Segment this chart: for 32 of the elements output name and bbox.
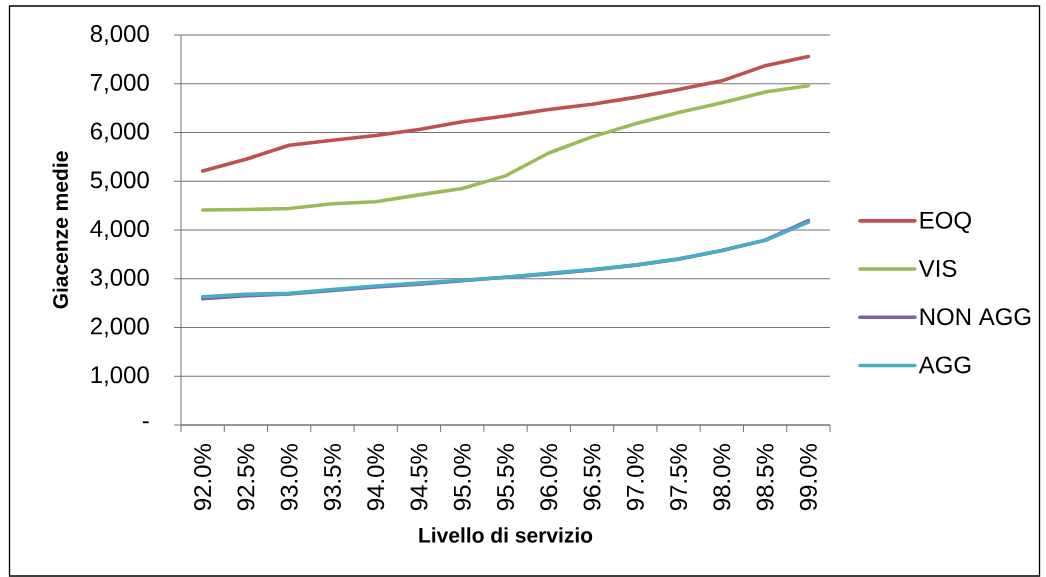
- x-tick-label: 94.0%: [367, 444, 385, 511]
- x-tick-label: 93.0%: [280, 444, 298, 511]
- y-tick-label: 5,000: [90, 171, 149, 192]
- y-tick-label: 7,000: [90, 73, 149, 94]
- x-tick-label: 97.0%: [626, 444, 644, 511]
- legend-label: AGG: [918, 356, 971, 374]
- x-tick-label: 96.0%: [540, 444, 558, 511]
- y-axis-title: Giacenze medie: [52, 151, 68, 309]
- legend-label: VIS: [918, 259, 957, 277]
- x-axis-title: Livello di servizio: [419, 527, 593, 543]
- y-tick-label: -: [142, 421, 149, 424]
- line-series: [200, 54, 811, 173]
- y-tick-label: 3,000: [90, 268, 149, 289]
- x-tick-label: 98.5%: [756, 444, 774, 511]
- y-tick-label: 8,000: [90, 25, 149, 45]
- x-tick-label: 98.0%: [713, 444, 731, 511]
- y-tick-label: 4,000: [90, 220, 149, 240]
- legend-label: NON AGG: [920, 308, 1031, 326]
- line-series: [200, 83, 811, 212]
- legend-label: EOQ: [920, 211, 971, 233]
- x-tick-label: 94.5%: [410, 444, 428, 511]
- x-tick-label: 95.0%: [453, 444, 471, 511]
- x-tick-label: 95.5%: [497, 444, 514, 511]
- x-tick-label: 99.0%: [799, 444, 817, 511]
- x-tick-label: 92.0%: [194, 444, 212, 511]
- x-tick-label: 93.5%: [323, 444, 341, 511]
- y-tick-label: 1,000: [91, 366, 149, 387]
- x-tick-label: 92.5%: [237, 444, 255, 511]
- x-tick-label: 96.5%: [583, 444, 601, 511]
- x-tick-label: 97.5%: [670, 444, 688, 511]
- y-tick-label: 6,000: [90, 122, 149, 143]
- y-tick-label: 2,000: [90, 317, 149, 338]
